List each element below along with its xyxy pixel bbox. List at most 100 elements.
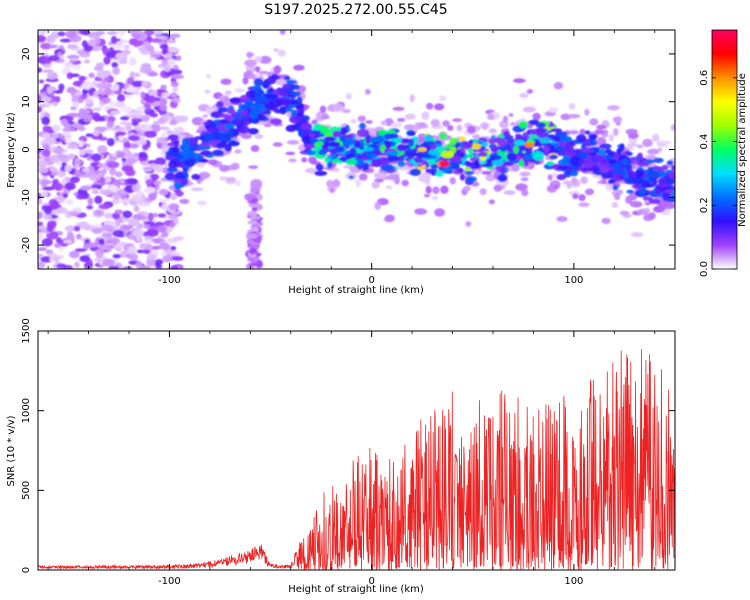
spectrogram-cell [125,123,132,132]
spectrogram-cell [549,154,558,160]
spectrogram-cell [110,35,118,45]
spectrogram-cell [273,65,282,74]
spectrogram-cell [254,66,261,73]
spectrogram-cell [131,121,139,126]
spectrogram-cell [155,264,163,269]
spectrogram-cell [254,88,265,97]
spectrogram-cell [305,167,318,174]
spectrogram-cell [480,122,490,130]
spectrogram-cell [350,118,357,124]
spectrogram-cell [128,143,140,149]
spectrogram-cell [38,96,52,103]
spectrogram-cell [285,124,297,132]
spectrogram-cell [154,157,167,166]
spectrogram-cell [621,158,629,166]
spectrogram-cell [128,253,139,261]
spectrogram-cell [659,140,672,145]
spectrogram-cell [100,189,113,196]
spectrogram-cell [506,152,517,162]
spectrogram-cell [83,149,94,154]
spectrogram-cell [514,133,522,138]
spectrogram-cell [178,150,189,156]
spectrogram-cell [68,153,75,159]
spectrogram-cell [88,34,101,39]
spectrogram-cell [520,177,529,182]
spectrogram-cell [74,248,87,253]
spectrogram-cell [52,124,61,132]
spectrogram-cell [43,213,53,221]
spectrogram-cell [127,178,138,185]
spectrogram-cell [275,78,288,86]
spectrogram-cell [385,185,393,190]
spectrogram-cell [184,158,196,167]
spectrogram-cell [74,261,80,268]
colorbar-gradient [711,29,738,270]
spectrogram-cell [282,98,292,106]
spectrogram-cell [68,211,80,216]
spectrogram-cell [619,143,625,152]
spectrogram-cell [139,66,152,74]
spectrogram-cell [63,239,73,244]
spectrogram-cell [401,179,409,187]
spectrogram-cell [364,88,371,95]
spectrogram-cell [489,154,502,161]
spectrogram-cell [179,198,190,204]
spectrogram-cell [114,262,122,267]
spectrogram-cell [576,134,587,142]
spectrogram-cell [143,102,151,112]
spectrogram-cell [422,154,433,159]
spectrogram-cell [663,202,675,210]
spectrogram-cell [613,128,619,136]
spectrogram-cell [594,130,606,135]
spectrogram-cell [95,248,104,258]
spectrogram-cell [647,166,654,173]
spectrogram-cell [555,131,568,138]
spectrogram-cell [134,72,141,78]
spectrogram-cell [135,190,144,197]
spectrogram-cell [48,198,58,207]
spectrogram-cell [91,112,101,121]
spectrogram-cell [231,119,243,125]
spectrogram-cell [133,205,140,213]
spectrogram-cell [442,120,450,127]
spectrogram-cell [102,232,112,238]
spectrogram-cell [117,135,124,142]
spectrogram-cell [41,238,53,247]
spectrogram-cell [91,153,102,162]
spectrogram-cell [553,184,560,190]
spectrogram-cell [535,122,547,129]
spectrogram-cell [293,64,305,71]
spectrogram-cell [546,161,555,166]
spectrogram-cell [653,157,664,164]
spectrogram-cell [49,167,58,173]
spectrogram-cell [143,30,155,36]
spectrogram-cell [113,193,121,201]
spectrogram-cell [497,173,508,183]
spectrogram-cell [143,249,151,255]
spectrogram-cell [143,221,155,225]
spectrogram-cell [123,140,131,149]
spectrogram-cell [65,199,74,205]
spectrogram-cell [425,168,436,174]
spectrogram-cell [558,141,568,147]
spectrogram-cell [161,231,169,238]
spectrogram-cell [358,173,368,181]
spectrogram-cell [578,202,590,208]
spectrogram-cell [600,159,608,165]
spectrogram-cell [340,126,348,136]
spectrogram-cell [631,176,645,185]
spectrogram-cell [113,180,122,187]
spectrogram-cell [156,225,168,233]
spectrogram-cell [286,140,300,145]
spectrogram-cell [588,135,597,141]
spectrogram-cell [593,147,600,152]
spectrogram-cell [428,149,439,157]
spectrogram-cell [258,96,269,101]
spectrogram-cell [258,55,272,64]
spectrogram-cell [55,207,68,214]
spectrogram-cell [464,160,471,166]
spectrogram-cell [174,175,187,179]
snr-x-label: Height of straight line (km) [288,584,424,595]
spectrogram-cell [551,172,558,178]
